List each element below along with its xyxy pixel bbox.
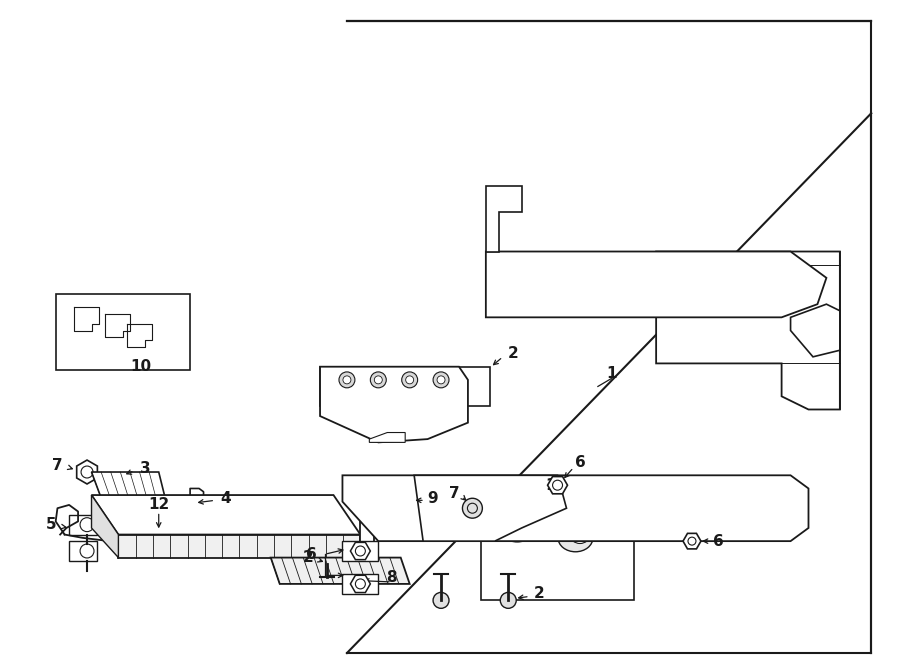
Text: 2: 2 — [303, 550, 314, 565]
Circle shape — [406, 376, 414, 384]
Text: 8: 8 — [386, 570, 397, 585]
Ellipse shape — [558, 524, 593, 552]
Polygon shape — [683, 533, 701, 549]
Circle shape — [437, 376, 445, 384]
Ellipse shape — [512, 516, 532, 533]
Polygon shape — [76, 460, 97, 484]
Polygon shape — [656, 252, 840, 409]
Text: 12: 12 — [148, 498, 169, 512]
Circle shape — [500, 592, 517, 608]
Polygon shape — [271, 558, 410, 584]
Polygon shape — [92, 495, 360, 535]
Text: 6: 6 — [306, 547, 317, 562]
Circle shape — [433, 592, 449, 608]
Bar — [56, 294, 190, 370]
Circle shape — [433, 372, 449, 388]
Text: 2: 2 — [535, 586, 545, 602]
Bar — [69, 541, 97, 561]
Text: 7: 7 — [52, 458, 63, 473]
Polygon shape — [92, 495, 119, 558]
Ellipse shape — [570, 525, 590, 543]
Bar — [482, 482, 634, 600]
Text: 11: 11 — [545, 478, 566, 492]
Circle shape — [339, 372, 355, 388]
Polygon shape — [343, 574, 378, 594]
Polygon shape — [92, 472, 167, 508]
Circle shape — [321, 558, 333, 570]
Polygon shape — [414, 475, 566, 541]
Circle shape — [401, 372, 418, 388]
Polygon shape — [486, 186, 522, 252]
Bar — [69, 515, 97, 535]
Polygon shape — [360, 495, 392, 558]
Ellipse shape — [500, 514, 535, 542]
Bar — [647, 271, 659, 279]
Polygon shape — [343, 475, 808, 541]
Ellipse shape — [401, 487, 418, 509]
Polygon shape — [119, 535, 360, 558]
Circle shape — [370, 372, 386, 388]
Text: 1: 1 — [606, 366, 616, 381]
Polygon shape — [486, 252, 826, 317]
Polygon shape — [320, 367, 490, 407]
Bar — [584, 271, 602, 281]
Polygon shape — [790, 304, 840, 357]
Polygon shape — [343, 541, 378, 561]
Text: 6: 6 — [574, 455, 585, 470]
Circle shape — [463, 498, 482, 518]
Text: 10: 10 — [130, 359, 151, 374]
Polygon shape — [369, 432, 405, 442]
Text: 2: 2 — [508, 346, 518, 361]
Text: 6: 6 — [714, 533, 724, 549]
Ellipse shape — [405, 492, 414, 504]
Text: 3: 3 — [140, 461, 150, 476]
Polygon shape — [350, 543, 370, 560]
Text: 5: 5 — [46, 517, 57, 532]
Polygon shape — [547, 477, 568, 494]
Text: 9: 9 — [427, 491, 437, 506]
Circle shape — [374, 376, 382, 384]
Text: 7: 7 — [449, 486, 460, 501]
Text: 4: 4 — [220, 491, 231, 506]
Polygon shape — [350, 575, 370, 592]
Circle shape — [343, 376, 351, 384]
Polygon shape — [320, 367, 468, 442]
